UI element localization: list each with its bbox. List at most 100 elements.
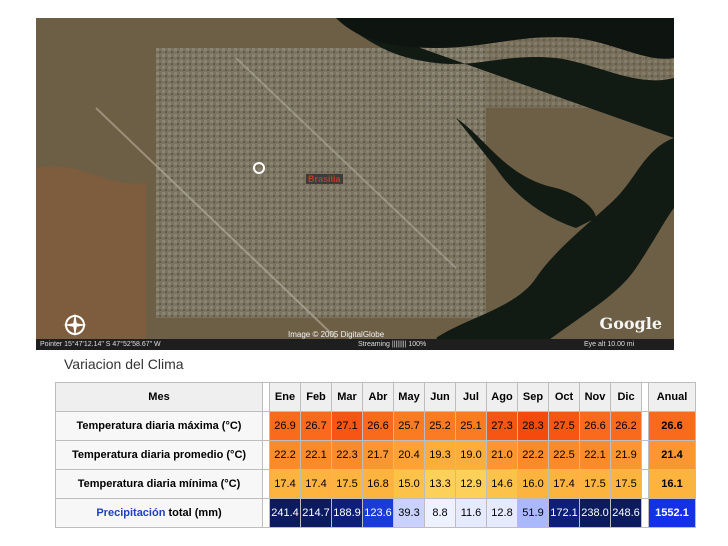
value-cell: 39.3 [393,498,425,528]
value-cell: 12.9 [455,469,487,499]
table-row: Temperatura diaria máxima (°C) 26.9 26.7 27… [55,411,696,441]
column-gap [641,382,649,412]
value-cell: 8.8 [424,498,456,528]
value-cell: 11.6 [455,498,487,528]
value-cell: 22.2 [269,440,301,470]
month-header: Ene [269,382,301,412]
column-gap [262,440,270,470]
value-cell: 25.2 [424,411,456,441]
value-cell: 123.6 [362,498,394,528]
column-gap [641,440,649,470]
row-label: Precipitación total (mm) [55,498,263,528]
month-header: Mar [331,382,363,412]
satellite-imagery [36,18,674,350]
row-label-text: Temperatura diaria mínima (°C) [77,478,241,490]
table-row: Temperatura diaria mínima (°C) 17.4 17.4 17… [55,469,696,499]
table-header-row: Mes Ene Feb Mar Abr May Jun Jul Ago Sep Oct Nov Dic A… [55,382,696,412]
value-cell: 25.1 [455,411,487,441]
section-title: Variacion del Clima [64,356,184,372]
month-header: Nov [579,382,611,412]
value-cell: 20.4 [393,440,425,470]
month-header: Jul [455,382,487,412]
column-gap [641,469,649,499]
header-mes: Mes [55,382,263,412]
column-gap [641,411,649,441]
value-cell: 17.5 [331,469,363,499]
row-label-text: Temperatura diaria máxima (°C) [76,420,242,432]
value-cell: 26.6 [579,411,611,441]
imagery-copyright: Image © 2005 DigitalGlobe [288,330,385,339]
month-header: Oct [548,382,580,412]
value-cell: 214.7 [300,498,332,528]
value-cell: 51.9 [517,498,549,528]
value-cell: 27.3 [486,411,518,441]
value-cell: 17.4 [548,469,580,499]
column-gap [262,411,270,441]
precipitation-link[interactable]: Precipitación [96,507,166,519]
value-cell: 17.4 [269,469,301,499]
value-cell: 26.6 [362,411,394,441]
pointer-coordinates: Pointer 15°47'12.14" S 47°52'58.67" W [40,341,161,348]
value-cell: 22.3 [331,440,363,470]
annual-header: Anual [648,382,696,412]
streaming-progress: Streaming |||||||| 100% [358,341,427,348]
value-cell: 241.4 [269,498,301,528]
satellite-map[interactable]: Brasilia Image © 2005 DigitalGlobe Googl… [36,18,674,350]
google-logo: Google [599,314,662,333]
month-header: May [393,382,425,412]
value-cell: 17.4 [300,469,332,499]
month-header: Sep [517,382,549,412]
value-cell: 27.1 [331,411,363,441]
value-cell: 28.3 [517,411,549,441]
value-cell: 22.5 [548,440,580,470]
eye-altitude: Eye alt 10.00 mi [584,341,635,348]
value-cell: 12.8 [486,498,518,528]
value-cell: 22.1 [579,440,611,470]
value-cell: 26.7 [300,411,332,441]
month-header: Feb [300,382,332,412]
month-header: Ago [486,382,518,412]
value-cell: 21.7 [362,440,394,470]
annual-value: 26.6 [648,411,696,441]
value-cell: 25.7 [393,411,425,441]
column-gap [262,498,270,528]
value-cell: 21.0 [486,440,518,470]
value-cell: 188.9 [331,498,363,528]
row-label-text: Temperatura diaria promedio (°C) [71,449,247,461]
map-status-bar: Pointer 15°47'12.14" S 47°52'58.67" W St… [36,339,674,350]
value-cell: 19.3 [424,440,456,470]
annual-value: 16.1 [648,469,696,499]
value-cell: 22.2 [517,440,549,470]
month-header: Abr [362,382,394,412]
row-label: Temperatura diaria máxima (°C) [55,411,263,441]
value-cell: 17.5 [579,469,611,499]
column-gap [641,498,649,528]
climate-table: Mes Ene Feb Mar Abr May Jun Jul Ago Sep Oct Nov Dic A… [55,382,696,528]
place-label: Brasilia [306,174,343,184]
row-label: Temperatura diaria mínima (°C) [55,469,263,499]
compass-icon[interactable] [62,312,88,338]
column-gap [262,382,270,412]
value-cell: 248.6 [610,498,642,528]
value-cell: 238.0 [579,498,611,528]
value-cell: 19.0 [455,440,487,470]
value-cell: 26.9 [269,411,301,441]
value-cell: 21.9 [610,440,642,470]
value-cell: 26.2 [610,411,642,441]
table-row: Precipitación total (mm) 241.4 214.7 188.9 1… [55,498,696,528]
value-cell: 13.3 [424,469,456,499]
value-cell: 172.1 [548,498,580,528]
month-header: Dic [610,382,642,412]
value-cell: 15.0 [393,469,425,499]
annual-value: 21.4 [648,440,696,470]
table-row: Temperatura diaria promedio (°C) 22.2 22.1… [55,440,696,470]
value-cell: 17.5 [610,469,642,499]
value-cell: 16.8 [362,469,394,499]
row-label: Temperatura diaria promedio (°C) [55,440,263,470]
value-cell: 16.0 [517,469,549,499]
column-gap [262,469,270,499]
annual-value: 1552.1 [648,498,696,528]
value-cell: 22.1 [300,440,332,470]
value-cell: 14.6 [486,469,518,499]
row-label-text: total (mm) [168,507,222,519]
